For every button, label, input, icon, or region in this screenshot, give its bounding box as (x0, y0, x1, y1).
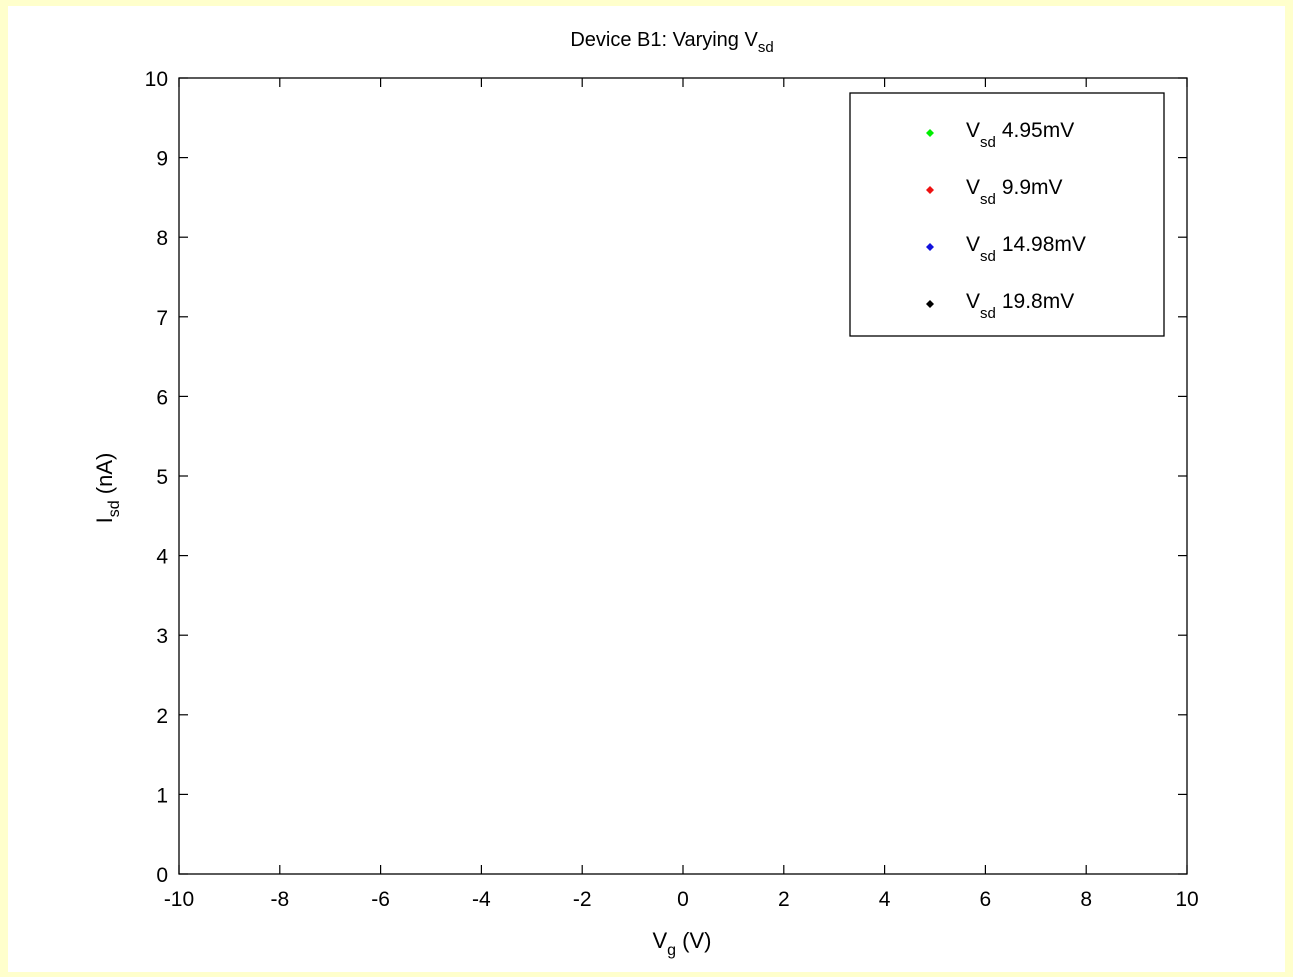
chart: Device B1: Varying Vsd -10 -8 -6 -4 -2 0 2 4 6 8 1… (92, 6, 1199, 959)
chart-title: Device B1: Varying Vsd (570, 29, 773, 56)
figure-background: Device B1: Varying Vsd -10 -8 -6 -4 -2 0 2 4 6 8 1… (8, 6, 1285, 972)
